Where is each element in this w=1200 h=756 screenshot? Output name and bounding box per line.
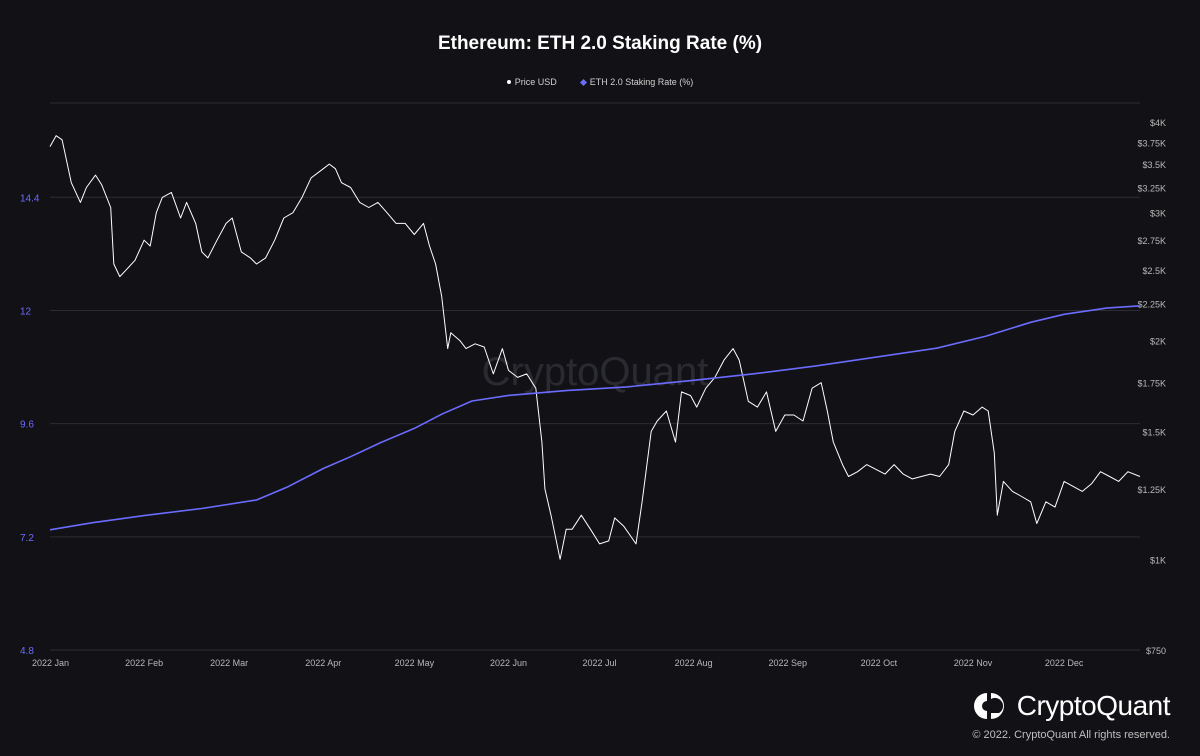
right-tick-label: $2.75K (1137, 236, 1166, 246)
right-tick-label: $4K (1150, 118, 1166, 128)
right-tick-label: $1.5K (1142, 427, 1166, 437)
series-lines (49, 135, 1141, 560)
x-tick-label: 2022 Aug (675, 658, 713, 668)
left-tick-label: 12 (20, 306, 32, 317)
right-tick-label: $750 (1146, 646, 1166, 656)
legend-item-staking-rate[interactable]: ETH 2.0 Staking Rate (%) (579, 77, 694, 87)
chart-title: Ethereum: ETH 2.0 Staking Rate (%) (437, 33, 763, 54)
right-tick-label: $3.75K (1137, 138, 1166, 148)
left-tick-label: 14.4 (20, 193, 40, 204)
right-tick-label: $3.5K (1142, 160, 1166, 170)
x-tick-label: 2022 Jul (583, 658, 617, 668)
x-tick-label: 2022 Jun (490, 658, 527, 668)
x-tick-label: 2022 Apr (305, 658, 341, 668)
x-tick-label: 2022 Oct (861, 658, 898, 668)
x-axis: 2022 Jan 2022 Feb 2022 Mar 2022 Apr 2022 May… (32, 658, 1084, 668)
x-tick-label: 2022 Mar (210, 658, 248, 668)
left-tick-label: 9.6 (20, 420, 34, 431)
price-usd-line (49, 135, 1141, 560)
x-tick-label: 2022 Nov (954, 658, 993, 668)
x-tick-label: 2022 May (395, 658, 435, 668)
x-tick-label: 2022 Jan (32, 658, 69, 668)
price-legend-marker-icon (506, 80, 511, 84)
right-tick-label: $3.25K (1137, 183, 1166, 193)
legend-label-price: Price USD (514, 77, 557, 87)
right-tick-label: $3K (1150, 209, 1166, 219)
right-tick-label: $2K (1150, 337, 1166, 347)
brand-logo: CryptoQuant (973, 690, 1171, 722)
legend-label-staking-rate: ETH 2.0 Staking Rate (%) (589, 77, 694, 87)
x-tick-label: 2022 Feb (125, 658, 163, 668)
right-tick-label: $1K (1150, 555, 1166, 565)
left-tick-label: 4.8 (20, 646, 34, 657)
right-tick-label: $1.25K (1137, 485, 1166, 495)
cryptoquant-logo-icon (973, 693, 1004, 719)
brand-name: CryptoQuant (1016, 690, 1171, 721)
watermark-text: CryptoQuant (482, 350, 709, 394)
left-tick-label: 7.2 (20, 533, 34, 544)
staking-rate-line (49, 305, 1141, 531)
x-tick-label: 2022 Sep (769, 658, 808, 668)
right-tick-label: $1.75K (1137, 379, 1166, 389)
legend-item-price[interactable]: Price USD (506, 77, 557, 87)
chart-plot-area[interactable]: CryptoQuant 4.8 7.2 9.6 12 14.4 $750 $1K $1.25… (0, 0, 1200, 680)
copyright-text: © 2022. CryptoQuant All rights reserved. (972, 729, 1170, 741)
right-axis: $750 $1K $1.25K $1.5K $1.75K $2K $2.25K $2.5K $2… (1137, 118, 1166, 656)
left-axis: 4.8 7.2 9.6 12 14.4 (20, 193, 40, 657)
right-tick-label: $2.25K (1137, 299, 1166, 309)
chart-legend: Price USD ETH 2.0 Staking Rate (%) (0, 77, 1200, 87)
x-tick-label: 2022 Dec (1045, 658, 1084, 668)
right-tick-label: $2.5K (1142, 266, 1166, 276)
